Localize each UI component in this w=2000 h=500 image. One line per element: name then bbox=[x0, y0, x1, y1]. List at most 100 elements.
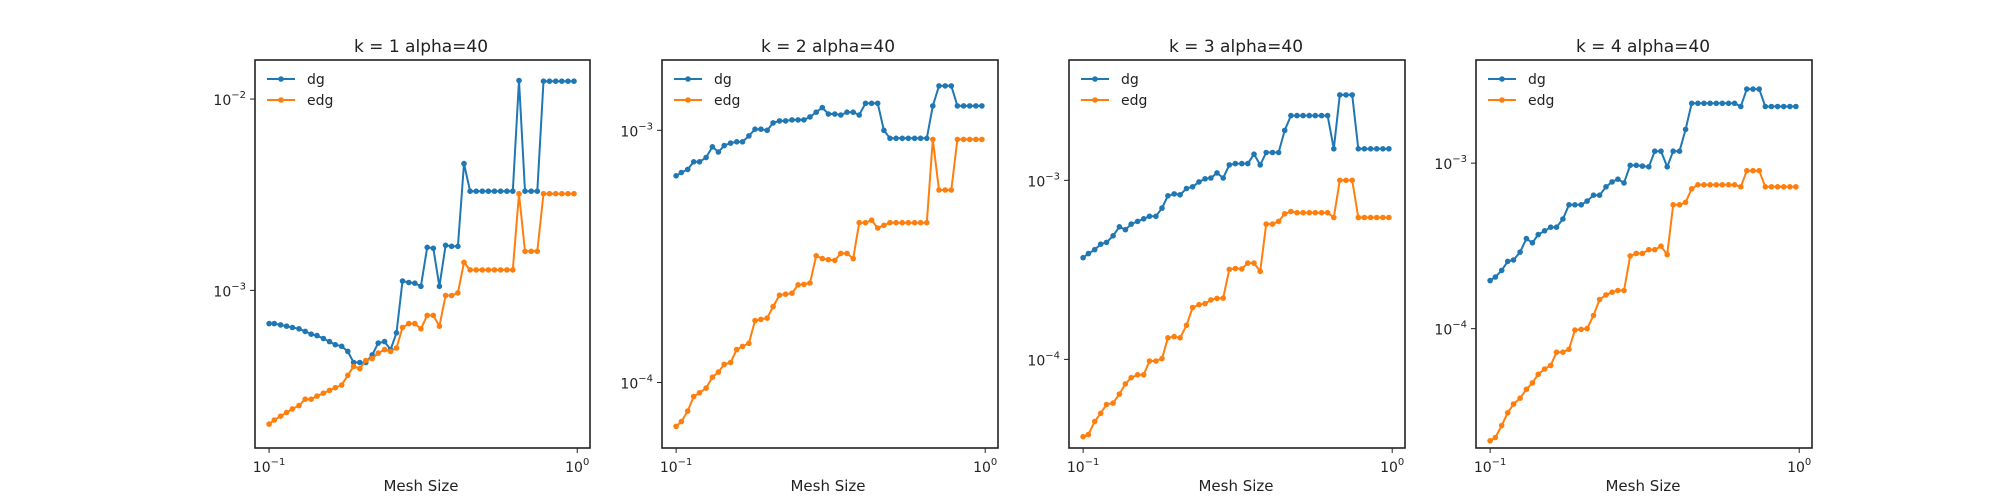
data-point-edg bbox=[862, 219, 869, 226]
data-point-edg bbox=[825, 256, 832, 263]
data-point-dg bbox=[1153, 213, 1159, 220]
data-point-dg bbox=[893, 135, 899, 142]
data-point-edg bbox=[516, 190, 522, 197]
data-point-edg bbox=[954, 136, 961, 143]
panel-2-xlabel: Mesh Size bbox=[790, 477, 865, 495]
data-point-edg bbox=[1750, 167, 1756, 174]
data-point-dg bbox=[491, 188, 498, 194]
data-point-dg bbox=[770, 120, 776, 126]
data-point-dg bbox=[1688, 100, 1695, 107]
panel-3-title: k = 3 alpha=40 bbox=[1169, 37, 1303, 57]
data-point-dg bbox=[1257, 162, 1263, 168]
data-point-dg bbox=[733, 139, 740, 145]
data-point-edg bbox=[684, 408, 691, 414]
data-point-edg bbox=[479, 267, 486, 273]
data-point-dg bbox=[1306, 112, 1313, 119]
data-point-edg bbox=[540, 190, 547, 197]
data-point-dg bbox=[1780, 103, 1787, 110]
data-point-edg bbox=[856, 219, 862, 226]
data-point-edg bbox=[1318, 209, 1325, 216]
data-point-dg bbox=[1331, 146, 1337, 152]
data-point-dg bbox=[467, 188, 473, 194]
data-point-dg bbox=[418, 283, 424, 290]
data-point-edg bbox=[948, 187, 955, 193]
data-point-edg bbox=[868, 217, 875, 223]
data-point-edg bbox=[917, 219, 924, 226]
data-point-edg bbox=[1578, 326, 1584, 333]
data-point-dg bbox=[1609, 179, 1615, 185]
data-point-edg bbox=[1535, 371, 1541, 378]
data-point-dg bbox=[696, 159, 703, 165]
data-point-edg bbox=[1202, 300, 1208, 307]
data-point-dg bbox=[504, 188, 510, 194]
data-point-edg bbox=[289, 406, 296, 412]
data-point-dg bbox=[289, 324, 296, 331]
data-point-dg bbox=[1498, 267, 1505, 274]
legend-label-edg: edg bbox=[714, 93, 740, 109]
data-point-edg bbox=[1695, 182, 1701, 188]
data-point-dg bbox=[345, 348, 351, 355]
data-point-dg bbox=[1263, 149, 1269, 156]
data-point-edg bbox=[1719, 182, 1726, 188]
data-point-dg bbox=[795, 117, 801, 123]
data-point-dg bbox=[1367, 146, 1374, 152]
data-point-edg bbox=[739, 343, 746, 350]
chart-1: 10−1 100 10−3 10−2 dg edg bbox=[213, 59, 591, 476]
data-point-dg bbox=[1373, 146, 1380, 152]
data-point-edg bbox=[1177, 335, 1183, 341]
data-point-edg bbox=[1639, 250, 1646, 257]
data-point-dg bbox=[1355, 146, 1362, 152]
data-point-edg bbox=[899, 219, 906, 226]
data-point-edg bbox=[1707, 182, 1713, 188]
data-point-dg bbox=[510, 188, 516, 194]
data-point-edg bbox=[1116, 391, 1123, 397]
data-point-dg bbox=[1220, 175, 1226, 181]
data-point-edg bbox=[455, 290, 461, 296]
data-point-edg bbox=[746, 340, 752, 347]
data-point-dg bbox=[905, 135, 912, 142]
x-tick-label: 10−1 bbox=[1474, 457, 1507, 476]
legend-marker-dg bbox=[278, 76, 284, 82]
data-point-dg bbox=[1245, 160, 1251, 167]
data-point-dg bbox=[338, 343, 345, 350]
data-point-dg bbox=[559, 78, 565, 84]
data-point-dg bbox=[455, 243, 461, 250]
data-point-dg bbox=[1731, 100, 1738, 107]
data-point-edg bbox=[1331, 214, 1337, 221]
data-point-dg bbox=[746, 133, 752, 139]
chart-2: 10−1 100 10−4 10−3 dg edg bbox=[620, 59, 999, 476]
data-point-edg bbox=[302, 396, 309, 403]
data-point-edg bbox=[442, 292, 449, 299]
data-point-dg bbox=[1208, 175, 1214, 181]
data-point-dg bbox=[552, 78, 559, 84]
data-point-edg bbox=[314, 393, 320, 399]
data-point-edg bbox=[345, 372, 351, 379]
data-point-dg bbox=[1349, 92, 1355, 98]
data-point-dg bbox=[1627, 162, 1633, 169]
data-point-edg bbox=[1103, 401, 1110, 408]
data-point-edg bbox=[1498, 422, 1505, 429]
data-point-dg bbox=[375, 340, 382, 346]
data-point-dg bbox=[1189, 184, 1196, 190]
data-point-dg bbox=[1312, 112, 1319, 119]
data-point-edg bbox=[1146, 358, 1153, 364]
data-point-dg bbox=[1165, 193, 1171, 199]
data-point-edg bbox=[1603, 292, 1609, 298]
data-point-edg bbox=[1110, 400, 1116, 406]
data-point-dg bbox=[850, 109, 856, 115]
data-point-dg bbox=[1646, 164, 1652, 170]
y-tick-label: 10−3 bbox=[1434, 154, 1467, 173]
data-point-dg bbox=[393, 330, 400, 336]
data-point-dg bbox=[497, 188, 504, 194]
data-point-dg bbox=[825, 111, 832, 117]
axes-frame bbox=[661, 59, 999, 449]
data-point-edg bbox=[942, 187, 948, 193]
data-point-edg bbox=[1134, 372, 1141, 378]
legend-label-dg: dg bbox=[1528, 72, 1546, 88]
data-point-edg bbox=[733, 346, 740, 353]
data-point-edg bbox=[485, 267, 492, 273]
data-point-edg bbox=[1756, 167, 1762, 174]
data-point-edg bbox=[1584, 325, 1590, 332]
data-point-edg bbox=[1762, 184, 1769, 190]
data-point-edg bbox=[1547, 362, 1554, 369]
